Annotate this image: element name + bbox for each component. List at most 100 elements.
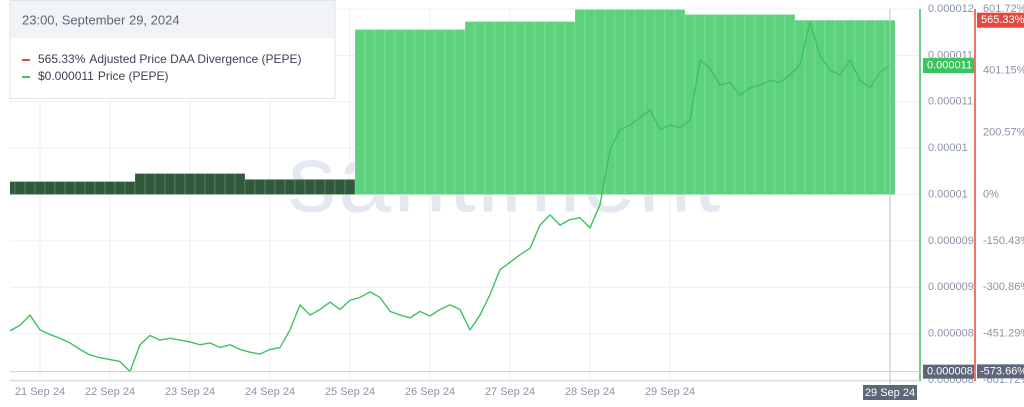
bar xyxy=(10,181,16,195)
bar xyxy=(544,21,556,195)
bar xyxy=(134,173,146,195)
bar xyxy=(564,21,576,195)
y-tick-label: 0.00001 xyxy=(928,142,968,154)
x-tick-label: 26 Sep 24 xyxy=(405,386,455,398)
bar xyxy=(674,9,686,195)
bar xyxy=(284,179,296,195)
bar xyxy=(784,14,796,195)
x-tick-label: 24 Sep 24 xyxy=(245,386,295,398)
bar xyxy=(304,179,316,195)
bar xyxy=(774,14,786,195)
bar xyxy=(744,14,756,195)
bar xyxy=(874,19,886,195)
bar xyxy=(854,19,866,195)
bar xyxy=(274,179,286,195)
legend-entry: 565.33% Adjusted Price DAA Divergence (PE… xyxy=(38,52,301,66)
bar xyxy=(314,179,326,195)
bar xyxy=(324,179,336,195)
overlay: 0.000008 -573.66% 29 Sep 24 565.33% 0.000011 xyxy=(10,9,1024,400)
bar xyxy=(504,21,516,195)
y-tick-label: 0.000008 xyxy=(928,328,974,340)
bar xyxy=(614,9,626,195)
bar xyxy=(124,181,136,195)
bar xyxy=(74,181,86,195)
bar xyxy=(204,173,216,195)
value-marker-label: 565.33% xyxy=(981,14,1024,26)
legend-entry: $0.000011 Price (PEPE) xyxy=(38,69,169,83)
bar xyxy=(734,14,746,195)
bar xyxy=(824,19,836,195)
bar xyxy=(424,29,436,195)
y-tick-label: 0.000012 xyxy=(928,3,974,15)
bar xyxy=(364,29,376,195)
bar xyxy=(644,9,656,195)
bar xyxy=(104,181,116,195)
bar xyxy=(414,29,426,195)
bar xyxy=(254,179,266,195)
y2-tick-label: -300.86% xyxy=(983,281,1024,293)
bar xyxy=(114,181,126,195)
x-tick-label: 28 Sep 24 xyxy=(565,386,615,398)
bar xyxy=(404,29,416,195)
bar xyxy=(474,21,486,195)
bar xyxy=(574,9,586,195)
bar xyxy=(374,29,386,195)
bar xyxy=(44,181,56,195)
y-tick-label: 0.000009 xyxy=(928,281,974,293)
y-tick-label: 0.000011 xyxy=(928,96,973,108)
bar xyxy=(164,173,176,195)
bar xyxy=(214,173,226,195)
legend-value: 565.33% xyxy=(38,52,86,66)
bar xyxy=(54,181,66,195)
x-tick-label: 22 Sep 24 xyxy=(85,386,135,398)
y2-tick-label: 0% xyxy=(983,188,999,200)
bar xyxy=(844,19,856,195)
axes: 0.000012 0.000011 0.000011 0.00001 0.00001 0.… xyxy=(10,3,1024,398)
bar xyxy=(834,19,846,195)
plot xyxy=(10,9,896,373)
bar xyxy=(384,29,396,195)
bar xyxy=(584,9,596,195)
bar xyxy=(494,21,506,195)
crosshair-y2-label: -573.66% xyxy=(980,365,1024,377)
legend-value: $0.000011 xyxy=(38,69,94,83)
bar xyxy=(764,14,776,195)
bar xyxy=(294,179,306,195)
bar xyxy=(754,14,766,195)
bar xyxy=(464,21,476,195)
bar xyxy=(34,181,46,195)
x-tick-label: 23 Sep 24 xyxy=(165,386,215,398)
y-tick-label: 0.00001 xyxy=(928,188,968,200)
bar xyxy=(174,173,186,195)
bar xyxy=(334,179,346,195)
bar xyxy=(654,9,666,195)
value-marker-box xyxy=(977,12,1024,28)
y2-tick-label: 200.57% xyxy=(983,127,1024,139)
value-marker-box xyxy=(923,58,974,74)
bar xyxy=(94,181,106,195)
bar xyxy=(394,29,406,195)
bar xyxy=(524,21,536,195)
legend-name: Price (PEPE) xyxy=(98,69,169,83)
bar xyxy=(354,29,366,195)
bar xyxy=(484,21,496,195)
y-tick-label: 0.000009 xyxy=(928,235,974,247)
bar xyxy=(804,19,816,195)
y2-tick-label: -451.29% xyxy=(983,328,1024,340)
price-line xyxy=(10,21,891,373)
bar xyxy=(434,29,446,195)
bar xyxy=(244,179,256,195)
crosshair-y-box xyxy=(923,364,974,379)
x-tick-label: 25 Sep 24 xyxy=(325,386,375,398)
bar xyxy=(64,181,76,195)
value-marker-label: 0.000011 xyxy=(927,59,972,71)
tooltip-title: 23:00, September 29, 2024 xyxy=(22,12,180,27)
legend: 565.33% Adjusted Price DAA Divergence (PE… xyxy=(22,52,301,83)
tooltip: 23:00, September 29, 2024 565.33% Adjuste… xyxy=(9,0,336,99)
bar xyxy=(24,181,36,195)
crosshair-y-label: 0.000008 xyxy=(927,366,973,378)
bar xyxy=(694,14,706,195)
bar xyxy=(664,9,676,195)
